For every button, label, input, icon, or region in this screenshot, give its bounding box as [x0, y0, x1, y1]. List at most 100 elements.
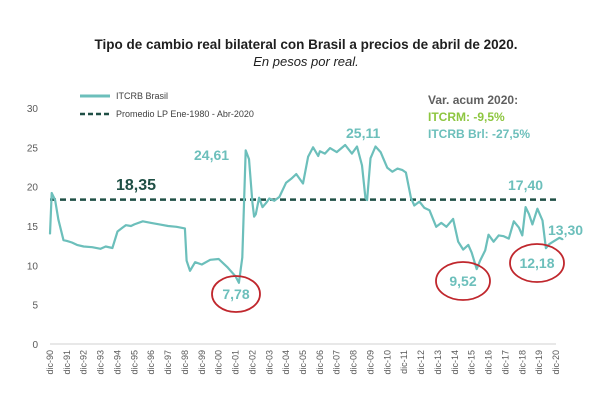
series-point: [241, 256, 244, 259]
series-point: [545, 247, 547, 249]
series-point: [548, 243, 551, 245]
x-tick-label: dic-20: [551, 350, 561, 375]
series-point: [295, 173, 298, 175]
chart-subtitle: En pesos por real.: [253, 54, 359, 69]
min-2019-label: 12,18: [519, 255, 554, 271]
x-tick-label: dic-97: [163, 350, 173, 375]
x-tick-label: dic-16: [484, 350, 494, 375]
series-point: [111, 247, 114, 249]
series-point: [302, 182, 304, 185]
x-tick-label: dic-91: [62, 350, 72, 375]
series-point: [82, 245, 85, 248]
x-tick-label: dic-93: [96, 350, 106, 375]
series-point: [467, 244, 470, 246]
series-point: [273, 200, 276, 202]
min-2015-circle: [435, 261, 491, 301]
series-point: [351, 152, 353, 155]
annotation-layer: 18,35 24,61 25,11 17,40 13,30 7,78 9,52 …: [116, 125, 583, 313]
series-point: [194, 261, 196, 263]
peak-2018-label: 17,40: [508, 177, 543, 193]
peak-2001-label: 24,61: [194, 147, 229, 163]
series-point: [475, 268, 478, 270]
series-point: [528, 213, 530, 215]
var-box-itcrm: ITCRM: -9,5%: [428, 110, 505, 124]
series-point: [66, 240, 68, 242]
var-box-itcrb: ITCRB Brl: -27,5%: [428, 127, 530, 141]
series-point: [524, 206, 527, 208]
series-point: [62, 239, 65, 241]
series-point: [201, 263, 203, 266]
series-point: [91, 246, 93, 249]
series-point: [158, 223, 161, 226]
series-point: [121, 226, 124, 229]
x-tick-label: dic-92: [79, 350, 89, 375]
x-tick-label: dic-01: [231, 350, 241, 375]
series-point: [278, 196, 281, 198]
y-tick-label: 30: [27, 104, 39, 115]
y-tick-label: 0: [32, 340, 38, 351]
series-point: [452, 218, 454, 220]
series-point: [396, 167, 399, 170]
series-point: [150, 222, 152, 224]
series-point: [104, 245, 107, 248]
series-point: [536, 207, 539, 210]
series-point: [54, 199, 56, 201]
series-point: [531, 223, 534, 226]
x-tick-label: dic-04: [281, 350, 291, 375]
series-point: [356, 145, 358, 148]
series-point: [457, 240, 459, 243]
series-point: [185, 259, 188, 262]
x-tick-label: dic-90: [45, 350, 55, 375]
series-point: [470, 251, 473, 254]
series-point: [502, 235, 505, 238]
legend-average-label: Promedio LP Ene-1980 - Abr-2020: [116, 109, 254, 119]
var-box-header: Var. acum 2020:: [428, 93, 518, 107]
series-point: [462, 248, 465, 251]
series-point: [435, 225, 438, 228]
x-tick-label: dic-05: [298, 350, 308, 375]
x-tick-label: dic-03: [264, 350, 274, 375]
x-tick-label: dic-14: [450, 350, 460, 375]
series-point: [518, 226, 520, 229]
x-tick-label: dic-19: [534, 350, 544, 375]
x-tick-label: dic-09: [365, 350, 375, 375]
series-point: [507, 237, 510, 240]
series-point: [561, 238, 564, 241]
series-point: [487, 233, 490, 236]
series-point: [175, 225, 178, 228]
series-point: [312, 146, 314, 149]
series-point: [49, 233, 51, 235]
series-point: [76, 244, 78, 246]
y-tick-label: 10: [27, 261, 39, 272]
series-point: [418, 200, 421, 203]
series-point: [253, 215, 255, 218]
x-tick-label: dic-13: [433, 350, 443, 375]
var-box: Var. acum 2020: ITCRM: -9,5% ITCRB Brl: …: [428, 93, 530, 141]
series-point: [261, 206, 264, 208]
x-tick-label: dic-96: [146, 350, 156, 375]
series-point: [401, 169, 404, 171]
series-point: [445, 225, 448, 228]
series-point: [428, 209, 431, 212]
x-tick-label: dic-10: [382, 350, 392, 375]
series-point: [423, 207, 426, 209]
y-tick-label: 25: [27, 143, 39, 154]
series-point: [285, 181, 287, 184]
last-value-label: 13,30: [548, 222, 583, 238]
series-point: [553, 240, 556, 242]
series-point: [373, 149, 375, 152]
x-tick-label: dic-12: [416, 350, 426, 375]
series-point: [405, 171, 407, 174]
min-2001-circle: [211, 275, 261, 313]
min-2015-label: 9,52: [449, 273, 476, 289]
series-point: [319, 150, 321, 153]
min-2019-circle: [509, 243, 565, 283]
series-point: [379, 151, 382, 153]
series-point: [248, 158, 250, 160]
series-point: [268, 197, 271, 200]
series-point: [440, 222, 443, 224]
series-point: [369, 157, 372, 160]
x-tick-label: dic-17: [500, 350, 510, 375]
